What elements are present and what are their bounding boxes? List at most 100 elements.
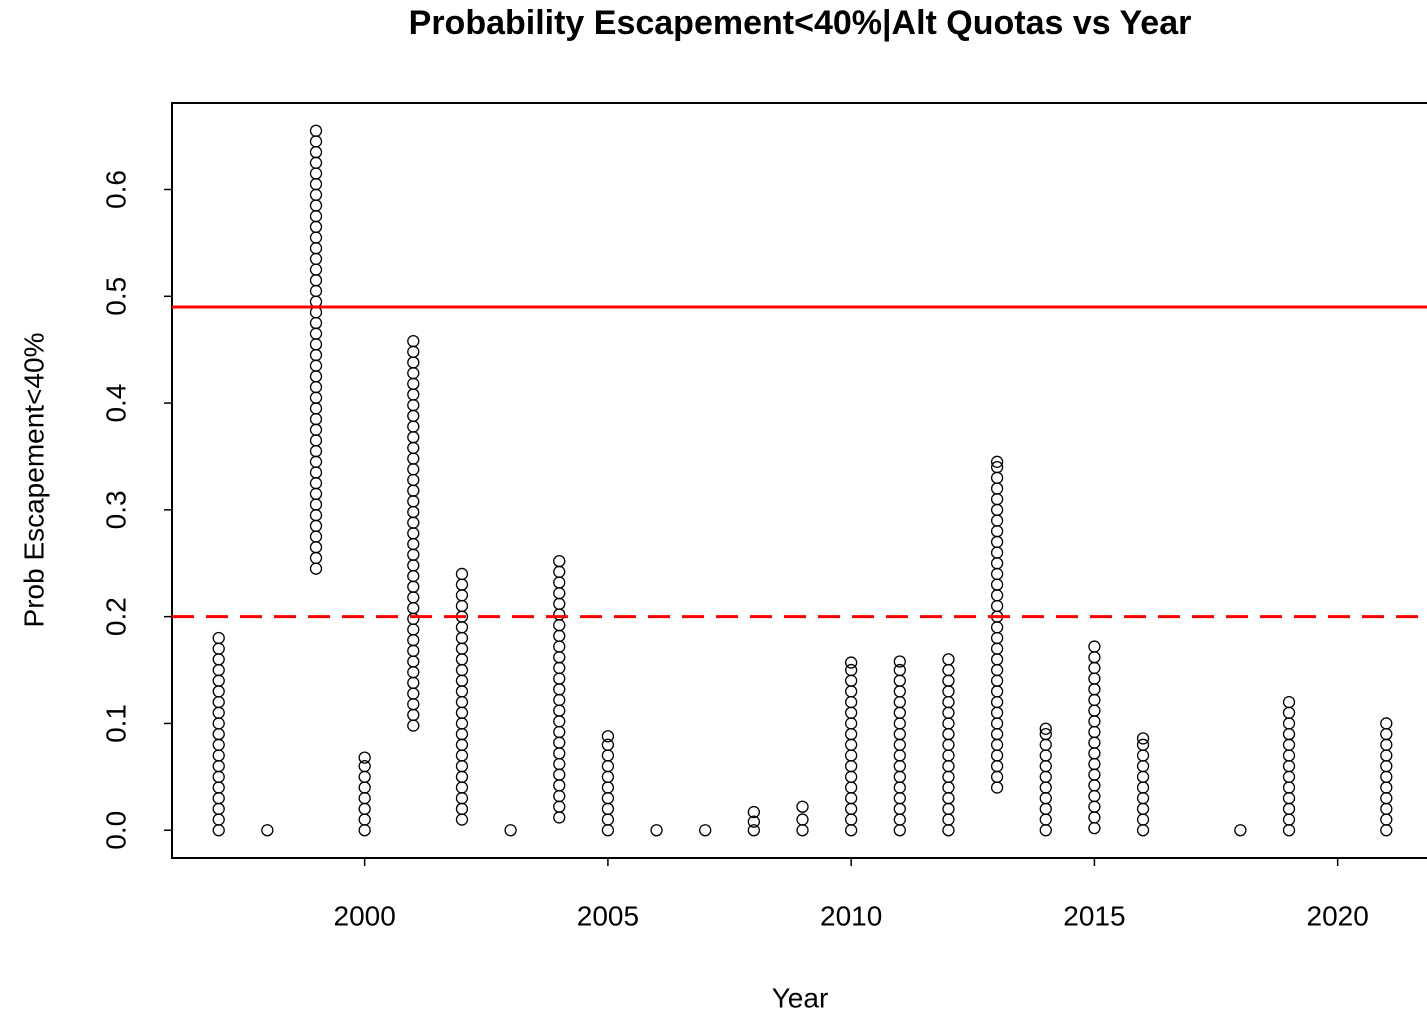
- point: [1088, 789, 1101, 803]
- point: [407, 601, 420, 615]
- point: [212, 802, 225, 816]
- point: [455, 567, 469, 581]
- point: [942, 653, 955, 666]
- point: [845, 792, 858, 805]
- point: [601, 792, 615, 805]
- point: [1088, 821, 1101, 835]
- y-tick-label: 0.1: [100, 704, 131, 743]
- point: [1380, 760, 1393, 773]
- point: [601, 802, 615, 816]
- point: [1282, 802, 1296, 816]
- point: [553, 768, 566, 781]
- point: [309, 466, 323, 479]
- point: [309, 359, 323, 372]
- point: [309, 135, 323, 148]
- point: [1136, 824, 1150, 837]
- point: [309, 541, 323, 554]
- point: [455, 599, 469, 613]
- point: [845, 738, 858, 751]
- point: [407, 431, 420, 444]
- point: [407, 698, 420, 711]
- point: [942, 674, 955, 687]
- point: [212, 813, 225, 826]
- point: [1136, 749, 1150, 762]
- point: [309, 156, 323, 169]
- point: [407, 548, 420, 561]
- chart-title: Probability Escapement<40%|Alt Quotas vs…: [409, 4, 1192, 42]
- point: [1039, 738, 1052, 751]
- point: [553, 587, 566, 600]
- point: [1088, 672, 1101, 685]
- point: [1039, 770, 1052, 783]
- point: [212, 760, 225, 773]
- point: [942, 770, 955, 783]
- point: [553, 597, 566, 610]
- point: [990, 557, 1004, 570]
- point: [407, 516, 420, 529]
- point: [309, 263, 323, 276]
- point: [845, 760, 858, 773]
- point: [990, 567, 1004, 581]
- point: [1088, 661, 1101, 675]
- point: [1136, 760, 1150, 773]
- point: [553, 651, 566, 664]
- point: [990, 589, 1004, 602]
- point: [1282, 695, 1296, 709]
- point: [309, 498, 323, 511]
- point: [455, 663, 469, 677]
- point: [212, 781, 225, 794]
- point: [942, 813, 955, 826]
- point: [1380, 717, 1393, 730]
- point: [309, 402, 323, 415]
- point: [1234, 824, 1247, 837]
- point: [553, 629, 566, 643]
- point: [1282, 813, 1296, 826]
- point: [553, 811, 566, 824]
- point: [845, 663, 858, 677]
- point: [455, 631, 469, 645]
- point: [990, 493, 1004, 506]
- x-tick-label: 2005: [577, 900, 639, 931]
- point: [309, 145, 323, 159]
- point: [1088, 704, 1101, 717]
- plot-frame: [171, 102, 1427, 859]
- point: [845, 749, 858, 762]
- point: [990, 674, 1004, 687]
- point: [893, 695, 906, 709]
- point: [212, 770, 225, 783]
- point: [1039, 722, 1052, 735]
- point: [1088, 757, 1101, 771]
- point: [309, 274, 323, 287]
- point: [309, 455, 323, 468]
- point: [845, 685, 858, 698]
- point: [893, 749, 906, 762]
- point: [601, 760, 615, 773]
- point: [990, 749, 1004, 762]
- y-tick-label: 0.3: [100, 490, 131, 529]
- point: [893, 706, 906, 719]
- point: [601, 770, 615, 783]
- point: [212, 631, 225, 645]
- point: [942, 792, 955, 805]
- point: [553, 800, 566, 813]
- point: [309, 210, 323, 223]
- point: [1380, 781, 1393, 794]
- point: [990, 653, 1004, 666]
- point: [990, 770, 1004, 783]
- point: [893, 760, 906, 773]
- point: [845, 813, 858, 826]
- point: [893, 717, 906, 730]
- point: [990, 706, 1004, 719]
- point: [1282, 717, 1296, 730]
- point: [309, 509, 323, 522]
- point: [845, 781, 858, 794]
- point: [1282, 738, 1296, 751]
- point: [309, 380, 323, 394]
- point: [1039, 781, 1052, 794]
- point: [407, 399, 420, 412]
- point: [212, 653, 225, 666]
- point: [407, 580, 420, 593]
- point: [845, 695, 858, 709]
- point: [893, 738, 906, 751]
